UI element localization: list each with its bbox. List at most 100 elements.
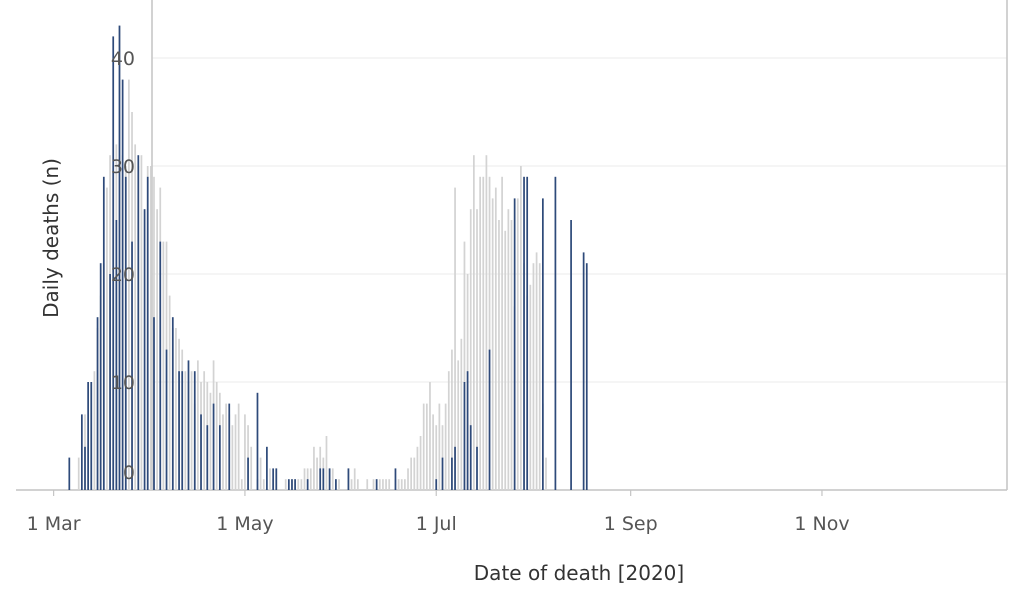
background-bar: [106, 187, 108, 490]
background-bar: [197, 360, 199, 490]
x-tick-label: 1 Mar: [27, 513, 81, 535]
background-bar: [190, 371, 193, 490]
background-bar: [482, 176, 485, 491]
background-bar: [429, 382, 431, 490]
background-bar: [504, 230, 507, 491]
background-bar: [93, 371, 96, 490]
highlight-bar: [394, 468, 397, 490]
background-bar: [460, 338, 463, 490]
highlight-bar: [124, 176, 127, 491]
highlight-bar: [187, 360, 190, 490]
highlight-bar: [137, 155, 140, 490]
background-bar: [435, 425, 438, 490]
highlight-bar: [469, 425, 472, 490]
highlight-bar: [121, 79, 124, 490]
background-bar: [469, 209, 472, 490]
background-bar: [410, 457, 413, 490]
background-bar: [250, 446, 253, 490]
highlight-bar: [87, 382, 89, 490]
highlight-bar: [319, 468, 322, 490]
background-bar: [397, 479, 400, 490]
highlight-bar: [131, 241, 133, 490]
background-bar: [316, 457, 318, 490]
background-bar: [240, 479, 243, 490]
highlight-bar: [526, 176, 529, 491]
highlight-bar: [115, 220, 118, 490]
background-bar: [313, 446, 315, 490]
y-tick-label: 0: [123, 462, 135, 484]
background-bar: [244, 414, 246, 490]
highlight-bar: [287, 479, 290, 490]
background-bar: [463, 241, 466, 490]
background-bar: [438, 403, 441, 490]
background-bar: [479, 176, 482, 491]
background-bar: [507, 209, 510, 490]
background-bar: [149, 166, 152, 490]
highlight-bar: [435, 479, 438, 490]
highlight-series-bars: [68, 25, 588, 491]
x-tick-label: 1 Sep: [604, 513, 658, 535]
x-tick-label: 1 Jul: [416, 513, 457, 535]
background-bar: [140, 155, 143, 490]
background-bar: [209, 392, 212, 490]
background-bar: [425, 403, 428, 490]
background-bar: [382, 479, 384, 490]
highlight-bar: [513, 198, 516, 490]
background-bar: [353, 468, 356, 490]
highlight-bar: [206, 425, 209, 490]
highlight-bar: [554, 176, 557, 491]
highlight-bar: [441, 457, 444, 490]
highlight-bar: [256, 392, 259, 490]
background-bar: [215, 382, 218, 490]
highlight-bar: [328, 468, 331, 490]
background-bar: [451, 349, 453, 490]
highlight-bar: [488, 349, 491, 490]
background-bar: [300, 479, 303, 490]
background-bar: [407, 468, 409, 490]
background-bar: [372, 479, 375, 490]
background-bar: [184, 371, 187, 490]
background-bar: [473, 155, 475, 490]
highlight-bar: [68, 457, 71, 490]
highlight-bar: [347, 468, 350, 490]
background-bar: [350, 479, 353, 490]
highlight-bar: [335, 479, 337, 490]
highlight-bar: [451, 457, 453, 490]
highlight-bar: [165, 349, 168, 490]
background-bar: [454, 187, 456, 490]
background-bar: [284, 479, 287, 490]
highlight-bar: [159, 241, 162, 490]
background-bar: [225, 403, 227, 490]
background-bar: [491, 198, 494, 490]
background-bar: [128, 79, 130, 490]
background-bar: [422, 403, 425, 490]
background-bar: [262, 479, 265, 490]
background-bar: [156, 209, 158, 490]
background-bar: [388, 479, 391, 490]
highlight-bar: [585, 263, 588, 490]
highlight-bar: [200, 414, 202, 490]
background-bar: [476, 209, 478, 490]
highlight-bar: [541, 198, 544, 490]
background-bar: [297, 479, 300, 490]
background-bar: [385, 479, 387, 490]
highlight-bar: [96, 317, 99, 490]
y-tick-label: 30: [111, 156, 135, 178]
highlight-bar: [375, 479, 378, 490]
highlight-bar: [212, 403, 215, 490]
background-bar: [416, 446, 419, 490]
highlight-bar: [523, 176, 525, 491]
background-bar: [485, 155, 488, 490]
highlight-bar: [90, 382, 93, 490]
background-bar: [168, 295, 171, 490]
background-bar: [413, 457, 416, 490]
background-bar: [529, 284, 532, 490]
background-bar: [77, 457, 80, 490]
background-bar: [457, 360, 460, 490]
background-bar: [162, 241, 165, 490]
background-bar: [338, 479, 340, 490]
highlight-bar: [476, 446, 478, 490]
background-bar: [325, 436, 328, 490]
background-bar: [432, 414, 434, 490]
